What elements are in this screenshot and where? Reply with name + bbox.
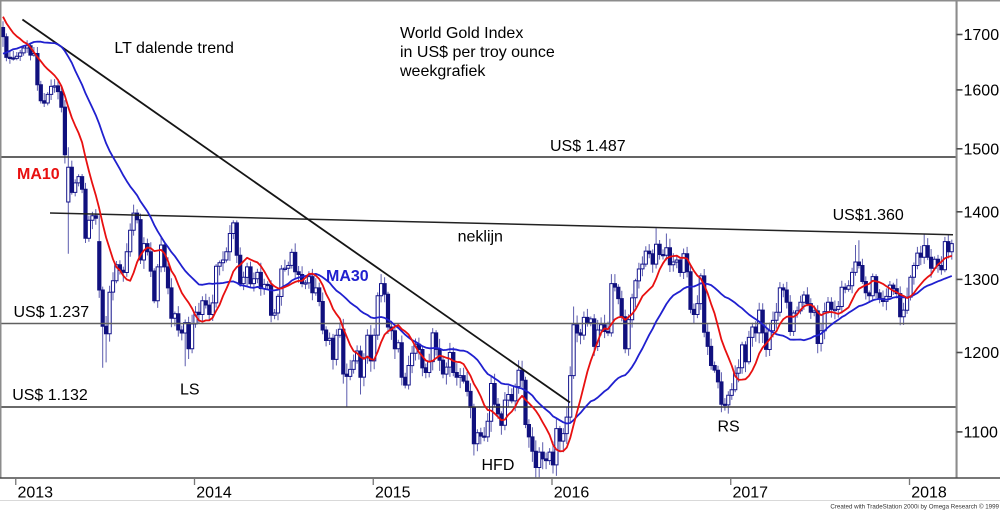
svg-text:LT dalende trend: LT dalende trend bbox=[114, 40, 233, 57]
svg-text:US$1.360: US$1.360 bbox=[833, 207, 904, 224]
svg-text:World Gold Index: World Gold Index bbox=[400, 25, 523, 42]
svg-text:in US$ per troy ounce: in US$ per troy ounce bbox=[400, 44, 555, 61]
svg-text:1300: 1300 bbox=[964, 272, 1000, 289]
svg-text:2015: 2015 bbox=[375, 485, 411, 502]
svg-text:MA10: MA10 bbox=[17, 166, 60, 183]
svg-text:2013: 2013 bbox=[17, 485, 53, 502]
svg-text:neklijn: neklijn bbox=[458, 228, 503, 245]
svg-text:US$ 1.132: US$ 1.132 bbox=[12, 387, 88, 404]
svg-text:weekgrafiek: weekgrafiek bbox=[399, 63, 486, 80]
svg-text:HFD: HFD bbox=[482, 457, 515, 474]
svg-text:LS: LS bbox=[180, 382, 200, 399]
svg-text:1200: 1200 bbox=[964, 345, 1000, 362]
svg-text:Created with TradeStation 2000: Created with TradeStation 2000i by Omega… bbox=[830, 504, 999, 511]
svg-text:1100: 1100 bbox=[964, 425, 999, 442]
svg-text:RS: RS bbox=[718, 419, 740, 436]
svg-text:US$ 1.487: US$ 1.487 bbox=[550, 138, 626, 155]
svg-text:1700: 1700 bbox=[964, 27, 1000, 44]
svg-text:1400: 1400 bbox=[964, 204, 1000, 221]
svg-text:MA30: MA30 bbox=[326, 268, 369, 285]
svg-text:2017: 2017 bbox=[732, 485, 768, 502]
svg-text:US$ 1.237: US$ 1.237 bbox=[14, 304, 90, 321]
svg-text:2018: 2018 bbox=[911, 485, 947, 502]
svg-text:2014: 2014 bbox=[196, 485, 232, 502]
svg-text:1600: 1600 bbox=[964, 83, 1000, 100]
svg-text:1500: 1500 bbox=[964, 141, 1000, 158]
svg-text:2016: 2016 bbox=[554, 485, 590, 502]
